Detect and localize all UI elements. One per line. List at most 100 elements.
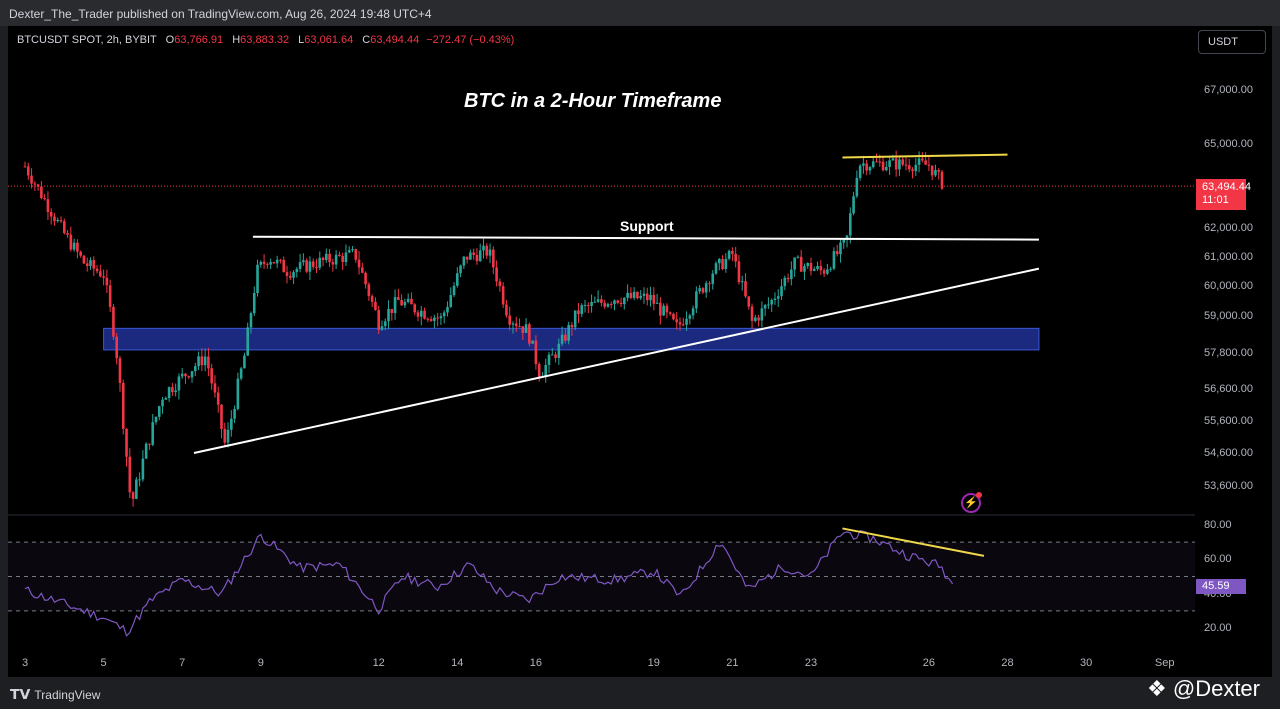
symbol-name: BTCUSDT SPOT, 2h, BYBIT — [17, 34, 157, 46]
candle-body — [894, 158, 898, 170]
candle-body — [616, 300, 620, 303]
candle-body — [898, 159, 901, 170]
currency-button[interactable]: USDT — [1198, 30, 1266, 54]
candle-body — [419, 310, 423, 317]
candle-body — [321, 257, 325, 260]
candle-body — [724, 258, 728, 270]
price-tick-label: 55,600.00 — [1204, 415, 1253, 427]
candle-body — [95, 268, 99, 272]
candle-body — [115, 336, 118, 359]
candle-body — [498, 281, 502, 287]
candle-body — [665, 305, 669, 313]
candle-body — [721, 258, 724, 270]
handle-text: @Dexter — [1172, 676, 1260, 701]
candle-body — [590, 302, 593, 306]
candle-body — [180, 373, 184, 377]
candle-body — [334, 254, 338, 265]
candle-body — [279, 259, 282, 261]
candle-body — [816, 265, 819, 269]
candle-body — [829, 268, 832, 270]
candle-body — [246, 327, 249, 356]
candle-body — [30, 175, 33, 184]
candle-body — [924, 160, 927, 165]
candle-body — [144, 443, 148, 459]
candle-body — [190, 371, 194, 378]
candle-body — [449, 295, 453, 307]
candle-body — [469, 252, 472, 260]
candle-body — [734, 253, 737, 262]
candle-body — [514, 323, 518, 327]
chart-frame[interactable] — [8, 26, 1272, 677]
candle-body — [226, 429, 230, 443]
candle-body — [750, 306, 754, 321]
candle-body — [223, 428, 227, 443]
candle-body — [59, 219, 63, 222]
candle-body — [573, 310, 577, 328]
diamond-icon: ❖ — [1147, 676, 1167, 701]
candle-body — [33, 183, 37, 185]
candle-body — [770, 300, 773, 305]
rising-trendline — [193, 267, 1040, 454]
rsi-tick-label: 20.00 — [1204, 622, 1232, 634]
candle-body — [43, 198, 46, 200]
candle-body — [609, 304, 613, 306]
candle-body — [344, 252, 348, 263]
candle-body — [518, 326, 521, 328]
candle-body — [105, 277, 109, 286]
candle-body — [930, 165, 934, 176]
candle-body — [230, 418, 233, 430]
candle-body — [121, 382, 125, 429]
candle-body — [459, 265, 462, 274]
candle-body — [239, 368, 243, 379]
candle-body — [318, 257, 322, 268]
low-key: L — [298, 34, 305, 46]
rsi-value-badge: 45.59 — [1196, 579, 1246, 594]
candle-body — [249, 313, 253, 328]
date-tick-label: 7 — [179, 657, 186, 669]
candle-body — [157, 406, 161, 417]
candle-body — [593, 301, 597, 303]
candle-body — [374, 301, 377, 311]
tradingview-logo[interactable]: 𝗧𝗩 TradingView — [10, 686, 100, 703]
candle-body — [888, 160, 891, 167]
price-tick-label: 61,000.00 — [1204, 251, 1253, 263]
candle-body — [220, 404, 223, 429]
candle-body — [632, 291, 636, 298]
candle-body — [796, 256, 800, 258]
candle-body — [433, 317, 436, 321]
candle-body — [652, 294, 656, 304]
candle-body — [252, 293, 256, 314]
candle-body — [927, 164, 931, 166]
candle-body — [636, 291, 639, 299]
rsi-tick-label: 60.00 — [1204, 553, 1232, 566]
candle-body — [69, 234, 73, 250]
candle-body — [357, 259, 361, 268]
footer-bar — [0, 677, 1280, 709]
candle-body — [501, 286, 505, 305]
candle-body — [914, 164, 918, 172]
candle-body — [907, 165, 911, 170]
chart-title: BTC in a 2-Hour Timeframe — [464, 90, 722, 112]
resistance-line — [842, 153, 1008, 159]
high-value: 63,883.32 — [240, 34, 290, 46]
candle-body — [151, 422, 155, 445]
candle-body — [531, 340, 534, 344]
candle-body — [934, 170, 937, 176]
candle-body — [570, 324, 574, 328]
candle-body — [668, 312, 672, 314]
candle-body — [835, 251, 839, 255]
candle-body — [370, 296, 374, 302]
candle-body — [331, 262, 335, 265]
date-tick-label: 14 — [451, 657, 464, 669]
candle-body — [351, 249, 354, 251]
candle-body — [524, 324, 528, 333]
candle-body — [72, 242, 76, 250]
candle-body — [439, 316, 443, 319]
candle-body — [256, 264, 259, 294]
lightning-icon[interactable]: ⚡ — [961, 492, 982, 513]
candle-body — [288, 275, 292, 278]
candle-body — [269, 262, 272, 265]
candle-body — [812, 268, 816, 271]
candle-body — [718, 258, 721, 264]
